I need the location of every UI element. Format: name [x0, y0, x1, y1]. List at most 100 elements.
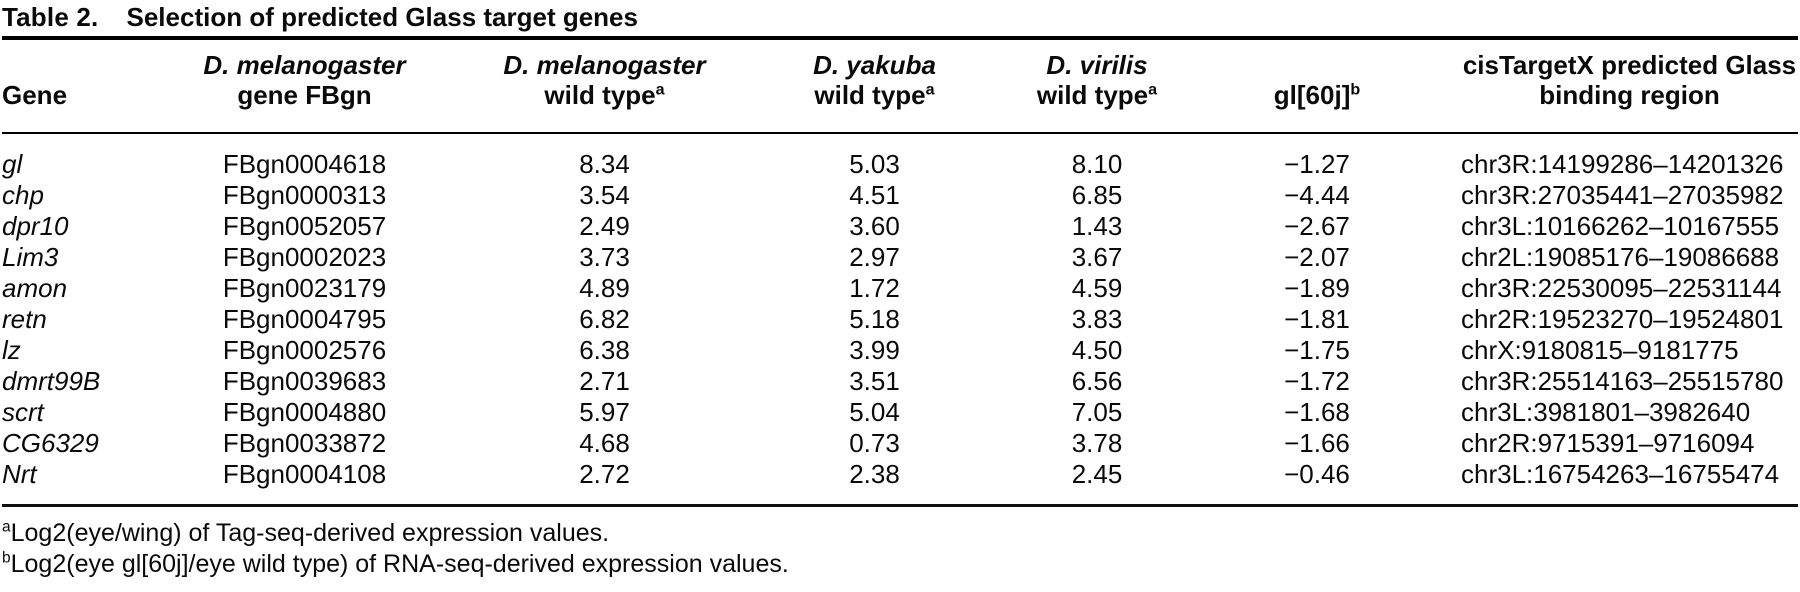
column-header-gene: Gene: [2, 38, 172, 134]
cell-fbgn: FBgn0004108: [222, 459, 387, 489]
cell-dyak-wild-type: 3.51: [849, 366, 900, 396]
cell-dyak-wild-type: 4.51: [849, 180, 900, 210]
column-header-top-line: D. melanogaster: [503, 50, 706, 80]
cell-binding-region: chr2R:9715391–9716094: [1461, 428, 1755, 458]
cell-dvir-wild-type: 3.67: [1071, 242, 1123, 272]
cell-dyak-wild-type: 2.38: [849, 459, 900, 489]
cell-fbgn: FBgn0002023: [222, 242, 387, 272]
cell-binding-region: chr3R:14199286–14201326: [1461, 149, 1784, 179]
footnote-marker-b: b: [1350, 80, 1361, 99]
cell-binding-region: chr3R:27035441–27035982: [1461, 180, 1784, 210]
column-header-label: wild type: [544, 80, 656, 110]
column-header-label: Gene: [2, 80, 68, 110]
cell-binding-region: chr3L:3981801–3982640: [1461, 397, 1751, 427]
table-row: CG6329 FBgn0033872 4.68 0.73 3.78 −1.66 chr2R:…: [2, 428, 1798, 459]
cell-gene: retn: [2, 304, 47, 334]
cell-binding-region: chrX:9180815–9181775: [1461, 335, 1739, 365]
cell-binding-region: chr2R:19523270–19524801: [1461, 304, 1784, 334]
column-header-dvir-wild-type: D. virilis wild typea: [977, 38, 1217, 134]
cell-dyak-wild-type: 5.04: [849, 397, 900, 427]
column-header-label: gene FBgn: [237, 80, 372, 110]
cell-dmel-wild-type: 4.89: [579, 273, 630, 303]
cell-dmel-wild-type: 8.34: [579, 149, 630, 179]
cell-gl60j: −1.27: [1284, 149, 1350, 179]
table-body: gl FBgn0004618 8.34 5.03 8.10 −1.27 chr3R:1419…: [2, 133, 1798, 506]
cell-dmel-wild-type: 6.38: [579, 335, 630, 365]
cell-gl60j: −4.44: [1284, 180, 1350, 210]
cell-fbgn: FBgn0004880: [222, 397, 387, 427]
column-header-fbgn: D. melanogaster gene FBgn: [172, 38, 437, 134]
cell-dvir-wild-type: 8.10: [1071, 149, 1123, 179]
cell-fbgn: FBgn0004618: [222, 149, 387, 179]
cell-gl60j: −2.67: [1284, 211, 1350, 241]
cell-dyak-wild-type: 5.03: [849, 149, 900, 179]
table-row: lz FBgn0002576 6.38 3.99 4.50 −1.75 chrX:91808…: [2, 335, 1798, 366]
cell-dvir-wild-type: 4.50: [1071, 335, 1123, 365]
cell-dvir-wild-type: 3.78: [1071, 428, 1123, 458]
cell-dyak-wild-type: 5.18: [849, 304, 900, 334]
cell-fbgn: FBgn0033872: [222, 428, 387, 458]
cell-gene: dpr10: [2, 211, 69, 241]
cell-dyak-wild-type: 3.60: [849, 211, 900, 241]
cell-fbgn: FBgn0023179: [222, 273, 387, 303]
cell-gene: dmrt99B: [2, 366, 101, 396]
table-row: scrt FBgn0004880 5.97 5.04 7.05 −1.68 chr3L:39…: [2, 397, 1798, 428]
header-row: Gene D. melanogaster gene FBgn D. melanogas…: [2, 38, 1798, 134]
footnote-marker-a: a: [655, 80, 665, 99]
cell-gene: scrt: [2, 397, 44, 427]
cell-fbgn: FBgn0000313: [222, 180, 387, 210]
table-header: Gene D. melanogaster gene FBgn D. melanogas…: [2, 38, 1798, 134]
cell-gene: CG6329: [2, 428, 99, 458]
cell-dvir-wild-type: 6.85: [1071, 180, 1123, 210]
cell-dyak-wild-type: 0.73: [849, 428, 900, 458]
cell-dmel-wild-type: 2.49: [579, 211, 630, 241]
column-header-dyak-wild-type: D. yakuba wild typea: [772, 38, 977, 134]
table-title: Selection of predicted Glass target gene…: [126, 2, 638, 32]
table-row: Lim3 FBgn0002023 3.73 2.97 3.67 −2.07 chr2L:19…: [2, 242, 1798, 273]
cell-dmel-wild-type: 3.73: [579, 242, 630, 272]
cell-fbgn: FBgn0052057: [222, 211, 387, 241]
cell-dvir-wild-type: 6.56: [1071, 366, 1123, 396]
cell-dmel-wild-type: 5.97: [579, 397, 630, 427]
cell-dvir-wild-type: 2.45: [1071, 459, 1123, 489]
cell-gl60j: −2.07: [1284, 242, 1350, 272]
column-header-label: gl[60j]: [1273, 80, 1351, 110]
cell-dmel-wild-type: 4.68: [579, 428, 630, 458]
cell-fbgn: FBgn0002576: [222, 335, 387, 365]
column-header-gl60j: gl[60j]b: [1217, 38, 1417, 134]
footnote-marker-b: b: [2, 549, 11, 567]
cell-gl60j: −1.72: [1284, 366, 1350, 396]
cell-gene: lz: [2, 335, 21, 365]
cell-dyak-wild-type: 1.72: [849, 273, 900, 303]
table-number: Table 2.: [2, 2, 99, 32]
table-row: dpr10 FBgn0052057 2.49 3.60 1.43 −2.67 chr3L:1…: [2, 211, 1798, 242]
cell-gene: chp: [2, 180, 44, 210]
table-row: Nrt FBgn0004108 2.72 2.38 2.45 −0.46 chr3L:167…: [2, 459, 1798, 506]
column-header-top-line: cisTargetX predicted Glass: [1462, 50, 1797, 80]
cell-dmel-wild-type: 6.82: [579, 304, 630, 334]
cell-gl60j: −1.75: [1284, 335, 1350, 365]
cell-binding-region: chr3L:10166262–10167555: [1461, 211, 1780, 241]
cell-gl60j: −1.66: [1284, 428, 1350, 458]
cell-gene: amon: [2, 273, 68, 303]
cell-binding-region: chr2L:19085176–19086688: [1461, 242, 1780, 272]
cell-gene: Nrt: [2, 459, 37, 489]
column-header-label: wild type: [1036, 80, 1149, 110]
cell-gl60j: −1.81: [1284, 304, 1350, 334]
column-header-top-line: D. virilis: [1046, 50, 1148, 80]
table-footnotes: aLog2(eye/wing) of Tag-seq-derived expre…: [2, 518, 1800, 580]
table-row: chp FBgn0000313 3.54 4.51 6.85 −4.44 chr3R:270…: [2, 180, 1798, 211]
column-header-top-line: D. melanogaster: [203, 50, 406, 80]
cell-fbgn: FBgn0004795: [222, 304, 387, 334]
column-header-label: wild type: [814, 80, 926, 110]
cell-dmel-wild-type: 2.71: [579, 366, 630, 396]
cell-dvir-wild-type: 1.43: [1071, 211, 1123, 241]
cell-gl60j: −1.89: [1284, 273, 1350, 303]
cell-dmel-wild-type: 3.54: [579, 180, 630, 210]
cell-binding-region: chr3L:16754263–16755474: [1461, 459, 1780, 489]
cell-dmel-wild-type: 2.72: [579, 459, 630, 489]
cell-dyak-wild-type: 2.97: [849, 242, 900, 272]
table-row: dmrt99B FBgn0039683 2.71 3.51 6.56 −1.72 chr3R…: [2, 366, 1798, 397]
gene-data-table: Gene D. melanogaster gene FBgn D. melanogas…: [2, 36, 1798, 507]
column-header-binding-region: cisTargetX predicted Glass binding region: [1417, 38, 1798, 134]
